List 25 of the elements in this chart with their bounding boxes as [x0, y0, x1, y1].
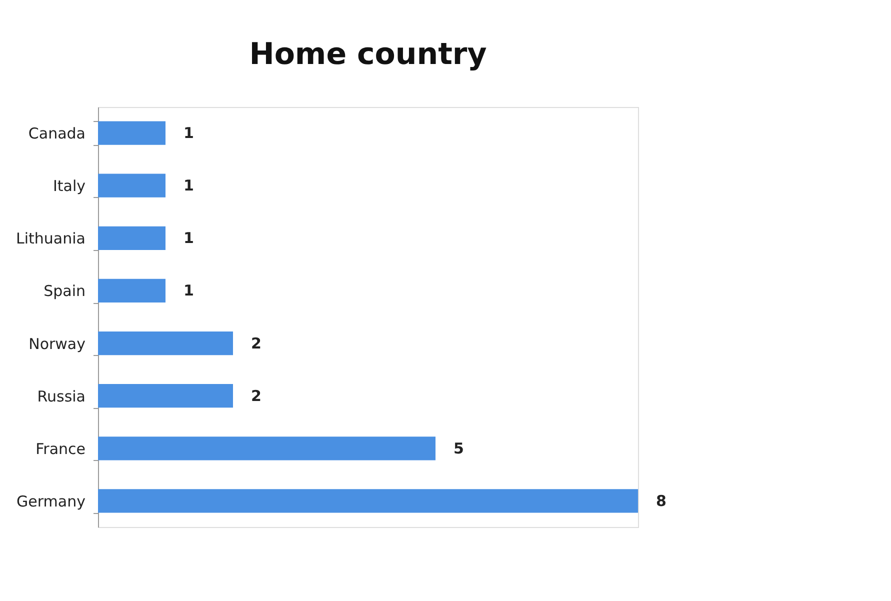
- bar: [98, 226, 166, 250]
- y-tick-label: Norway: [28, 334, 86, 353]
- bar: [98, 384, 233, 408]
- y-tick-label: Italy: [52, 177, 86, 196]
- data-label: 2: [251, 334, 262, 352]
- y-tick-label: Germany: [16, 492, 86, 510]
- bar: [98, 331, 233, 356]
- y-tick-label: Lithuania: [16, 230, 86, 248]
- data-label: 1: [184, 282, 194, 300]
- data-label: 1: [184, 229, 194, 248]
- y-tick-label: Spain: [44, 282, 86, 300]
- y-tick-label: Canada: [28, 124, 86, 143]
- bar: [98, 489, 638, 513]
- data-label: 8: [656, 492, 666, 510]
- y-tick-label: Russia: [37, 387, 86, 406]
- chart-title: Home country: [249, 37, 488, 72]
- data-label: 1: [184, 124, 194, 142]
- data-label: 2: [251, 386, 262, 405]
- bar: [98, 174, 166, 198]
- bar: [98, 278, 166, 303]
- bar: [98, 121, 166, 145]
- bar: [98, 436, 436, 460]
- y-tick-label: France: [36, 440, 86, 458]
- data-label: 1: [184, 176, 194, 195]
- data-label: 5: [454, 439, 464, 458]
